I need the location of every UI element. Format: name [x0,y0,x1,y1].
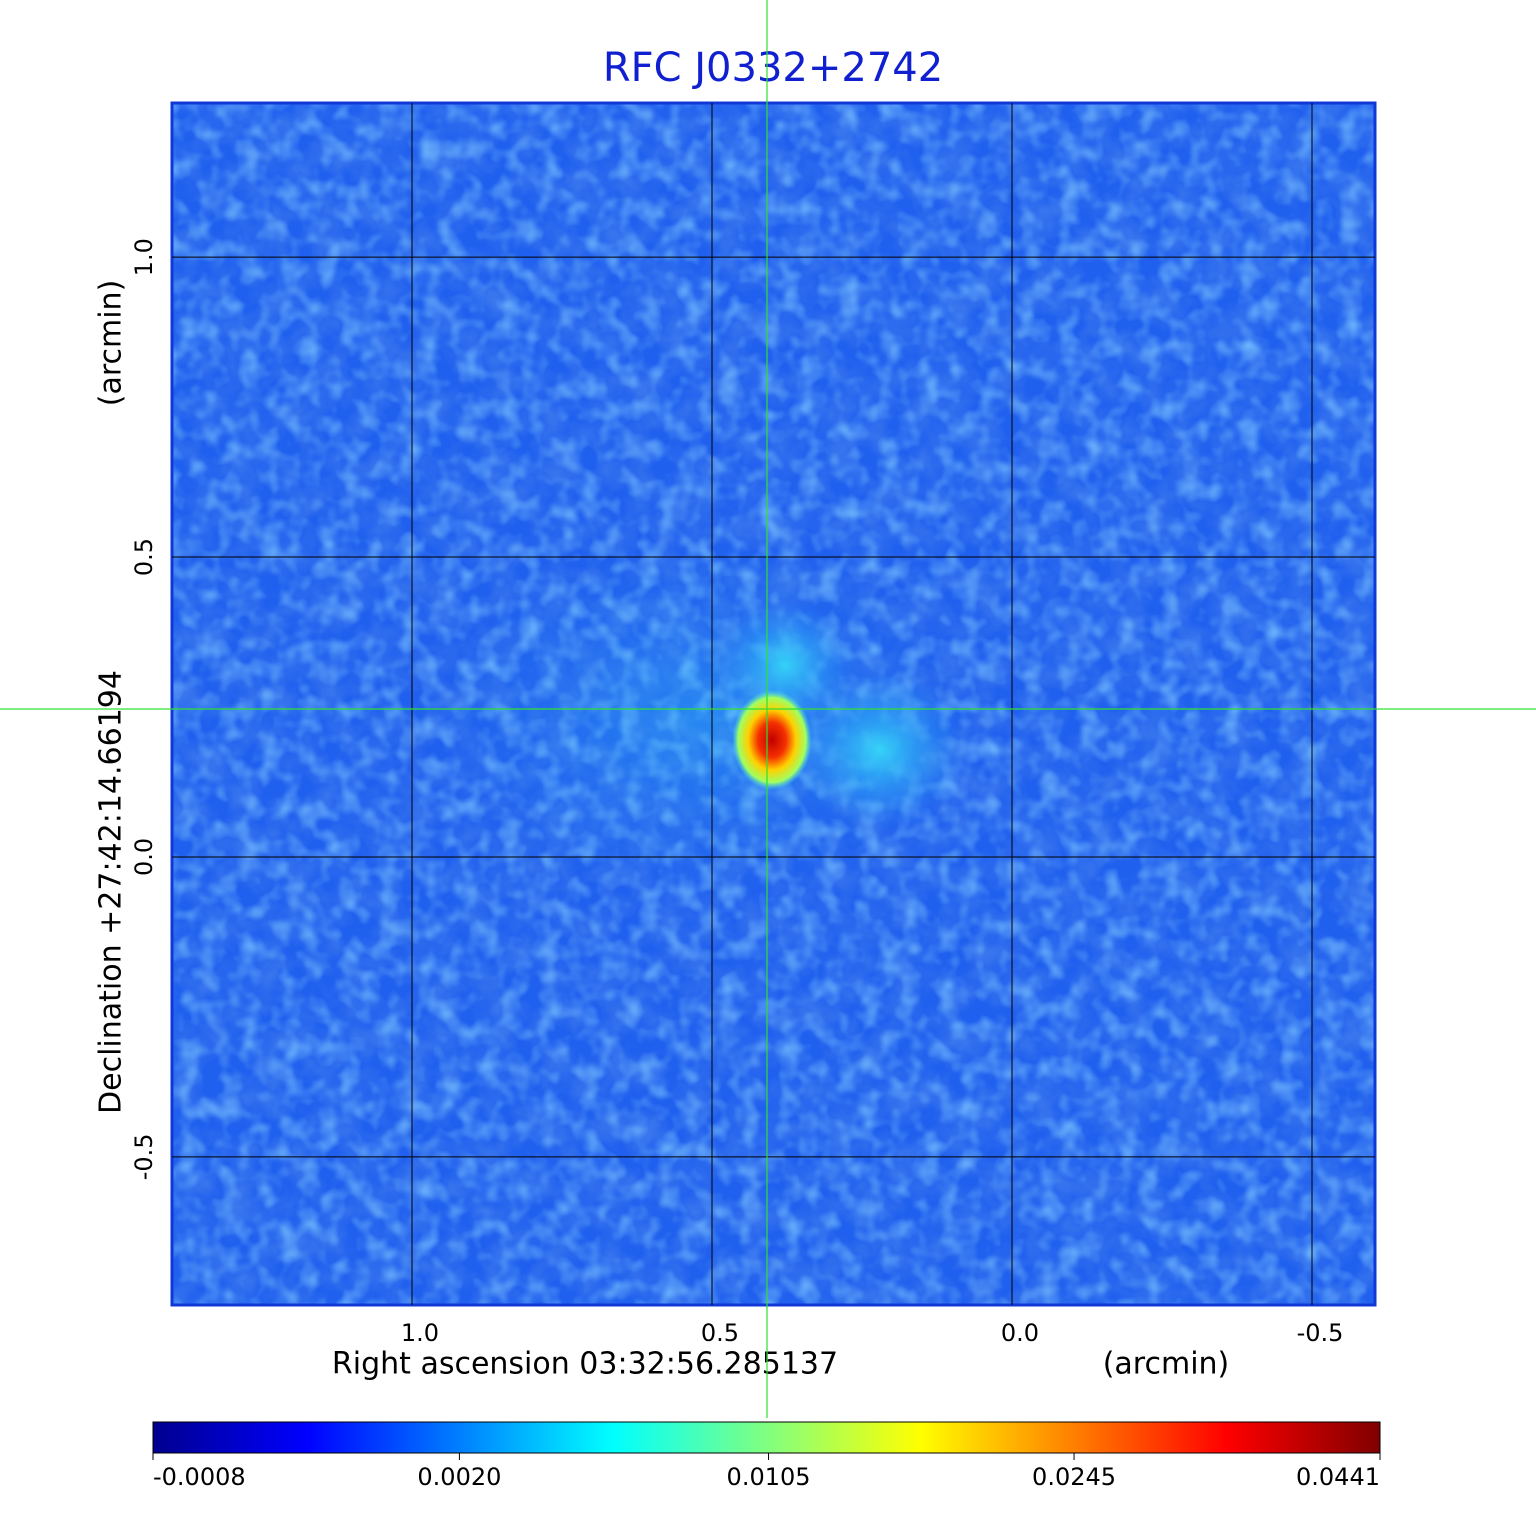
colorbar-tick-label: 0.0020 [417,1463,501,1491]
colorbar-tick-label: -0.0008 [153,1463,246,1491]
colorbar-tick-label: 0.0245 [1032,1463,1116,1491]
y-axis-label: Declination +27:42:14.66194 [94,670,129,1114]
x-tick-label: 0.0 [1001,1319,1039,1347]
y-tick-label: -0.5 [130,1133,158,1180]
x-axis-label: Right ascension 03:32:56.285137 [332,1347,838,1382]
chart-title: RFC J0332+2742 [603,45,943,91]
axes [172,103,1375,1305]
x-axis-unit: (arcmin) [1103,1347,1230,1382]
y-axis-unit: (arcmin) [94,280,129,407]
colorbar-tick-label: 0.0105 [727,1463,811,1491]
plot-frame [170,101,1377,1307]
x-tick-label: 0.5 [701,1319,739,1347]
y-tick-label: 0.5 [130,538,158,576]
colorbar-tick-label: 0.0441 [1296,1463,1380,1491]
x-tick-label: 1.0 [401,1319,439,1347]
y-tick-label: 1.0 [130,238,158,276]
x-tick-label: -0.5 [1297,1319,1344,1347]
colorbar [152,1421,1381,1454]
y-tick-label: 0.0 [130,838,158,876]
image [172,103,1375,1305]
